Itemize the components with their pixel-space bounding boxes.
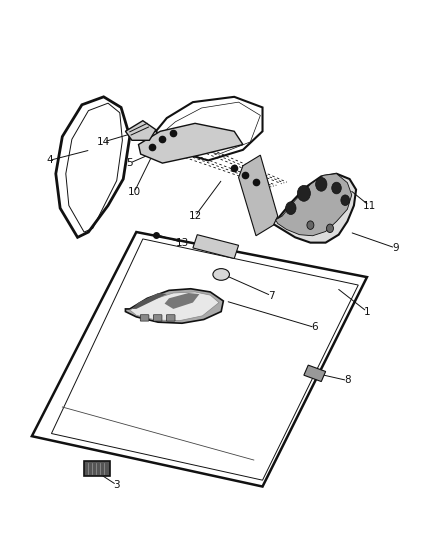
Text: 4: 4 [46, 156, 53, 165]
FancyBboxPatch shape [166, 315, 175, 321]
Polygon shape [193, 235, 239, 259]
Polygon shape [132, 293, 167, 309]
FancyBboxPatch shape [140, 315, 149, 321]
Polygon shape [276, 174, 352, 236]
Polygon shape [304, 365, 325, 382]
Text: 10: 10 [127, 187, 141, 197]
FancyBboxPatch shape [153, 315, 162, 321]
Text: 7: 7 [268, 290, 275, 301]
Polygon shape [130, 292, 219, 320]
Polygon shape [165, 293, 199, 309]
Text: 8: 8 [344, 375, 351, 385]
Text: 13: 13 [175, 238, 189, 248]
Ellipse shape [213, 269, 230, 280]
Text: 9: 9 [392, 243, 399, 253]
Circle shape [332, 182, 341, 194]
Text: 14: 14 [97, 137, 110, 147]
Polygon shape [125, 289, 223, 323]
Text: 12: 12 [188, 211, 201, 221]
Text: 1: 1 [364, 306, 370, 317]
Text: 6: 6 [311, 322, 318, 333]
Polygon shape [138, 123, 243, 163]
Circle shape [286, 202, 296, 215]
Circle shape [316, 177, 327, 191]
Circle shape [326, 224, 333, 232]
Circle shape [341, 195, 350, 206]
Polygon shape [125, 120, 156, 140]
Text: 11: 11 [363, 200, 376, 211]
Text: 3: 3 [113, 480, 120, 490]
Polygon shape [239, 155, 278, 236]
FancyBboxPatch shape [84, 461, 110, 476]
Text: 5: 5 [127, 158, 133, 168]
Circle shape [307, 221, 314, 229]
Polygon shape [269, 174, 356, 243]
Circle shape [297, 185, 311, 201]
